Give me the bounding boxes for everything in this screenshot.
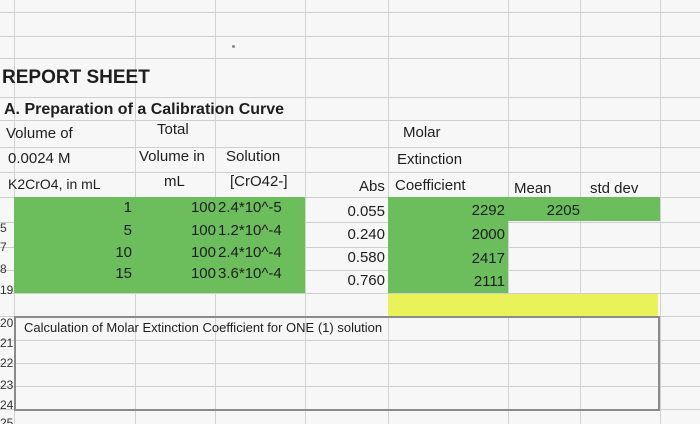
cell-total[interactable]: 100	[190, 222, 216, 239]
gridline	[0, 222, 700, 223]
header-total-line1: Total	[157, 121, 189, 138]
std-dev-cell-fill	[580, 197, 660, 221]
gridline	[0, 147, 700, 148]
header-molar-line3: Coefficient	[395, 177, 466, 194]
gridline	[0, 197, 700, 198]
cell-volume[interactable]: 5	[123, 222, 132, 239]
cell-abs[interactable]: 0.055	[347, 203, 385, 220]
header-mean: Mean	[514, 180, 552, 197]
highlight-cell[interactable]	[388, 294, 658, 317]
cell-abs[interactable]: 0.240	[347, 226, 385, 243]
gridline	[305, 0, 306, 424]
row-number[interactable]: 7	[0, 240, 7, 254]
cell-abs[interactable]: 0.580	[347, 249, 385, 266]
calculation-label: Calculation of Molar Extinction Coeffici…	[24, 320, 383, 335]
row-number[interactable]: 20	[0, 316, 14, 330]
gridline	[0, 58, 700, 59]
row-number[interactable]: 8	[0, 262, 7, 276]
gridline	[0, 97, 700, 98]
cell-concentration[interactable]: 2.4*10^-5	[218, 199, 282, 216]
header-solution-line2: [CrO42-]	[230, 173, 288, 190]
cell-total[interactable]: 100	[190, 199, 216, 216]
header-std-dev: std dev	[590, 180, 639, 197]
row-number[interactable]: 19	[0, 283, 14, 297]
section-title: A. Preparation of a Calibration Curve	[4, 101, 285, 118]
gridline	[0, 12, 700, 13]
row-number[interactable]: 24	[0, 398, 14, 412]
cell-marker	[232, 45, 235, 48]
cell-volume[interactable]: 10	[115, 244, 132, 261]
cell-volume[interactable]: 15	[115, 265, 132, 282]
calibration-data-fill	[14, 197, 305, 293]
row-number[interactable]: 5	[0, 221, 7, 235]
row-number[interactable]: 23	[0, 378, 14, 392]
cell-total[interactable]: 100	[190, 244, 216, 261]
row-number[interactable]: 22	[0, 356, 14, 370]
cell-volume[interactable]: 1	[123, 199, 132, 216]
gridline	[0, 247, 700, 248]
header-total-line2: Volume in	[139, 148, 205, 165]
header-volume-line3: K2CrO4, in mL	[8, 176, 101, 192]
gridline	[0, 36, 700, 37]
row-number[interactable]: 25	[0, 416, 14, 424]
cell-abs[interactable]: 0.760	[347, 272, 385, 289]
cell-concentration[interactable]: 3.6*10^-4	[218, 265, 282, 282]
header-total-line3: mL	[164, 173, 185, 190]
cell-coefficient[interactable]: 2111	[473, 273, 505, 290]
cell-total[interactable]: 100	[190, 265, 216, 282]
cell-coefficient[interactable]: 2292	[471, 202, 505, 219]
gridline	[0, 120, 700, 121]
calculation-area[interactable]	[14, 316, 660, 411]
cell-coefficient[interactable]: 2000	[471, 226, 505, 243]
coefficient-data-fill	[388, 197, 508, 293]
cell-mean[interactable]: 2205	[546, 202, 580, 219]
header-abs: Abs	[359, 178, 385, 195]
row-number[interactable]: 21	[0, 336, 14, 350]
cell-concentration[interactable]: 1.2*10^-4	[218, 222, 282, 239]
gridline	[0, 340, 700, 341]
mean-cell-fill	[508, 197, 580, 221]
header-volume-line1: Volume of	[6, 125, 73, 142]
cell-coefficient[interactable]: 2417	[471, 250, 505, 267]
cell-concentration[interactable]: 2.4*10^-4	[218, 244, 282, 261]
gridline	[0, 293, 700, 294]
header-volume-line2: 0.0024 M	[8, 150, 71, 167]
gridline	[0, 172, 700, 173]
gridline	[660, 0, 661, 424]
gridline	[0, 270, 700, 271]
gridline	[0, 363, 700, 364]
header-molar-line1: Molar	[403, 124, 441, 141]
header-molar-line2: Extinction	[397, 151, 463, 168]
header-solution-line1: Solution	[226, 148, 281, 165]
report-title: REPORT SHEET	[2, 67, 150, 88]
gridline	[0, 386, 700, 387]
